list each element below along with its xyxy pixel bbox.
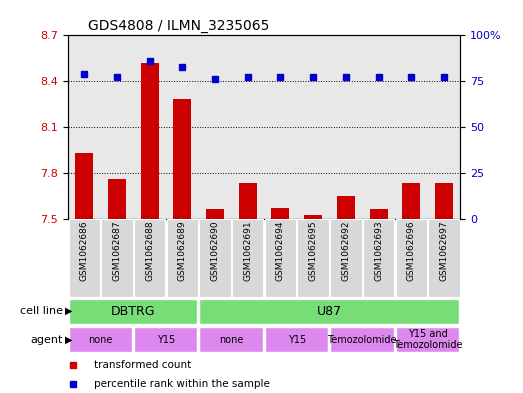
Bar [239, 184, 257, 219]
Bar [108, 179, 126, 219]
Bar [167, 219, 198, 297]
Text: GSM1062696: GSM1062696 [407, 221, 416, 281]
Bar [298, 219, 329, 297]
Text: percentile rank within the sample: percentile rank within the sample [94, 378, 270, 389]
Bar [370, 209, 388, 219]
Text: GSM1062686: GSM1062686 [80, 221, 89, 281]
Text: none: none [88, 334, 113, 345]
Text: GSM1062694: GSM1062694 [276, 221, 285, 281]
Text: GDS4808 / ILMN_3235065: GDS4808 / ILMN_3235065 [88, 19, 269, 33]
Bar [199, 327, 263, 352]
Text: transformed count: transformed count [94, 360, 191, 370]
Text: GSM1062692: GSM1062692 [342, 221, 350, 281]
Bar [304, 215, 322, 219]
Bar [271, 208, 289, 219]
Bar [141, 63, 158, 219]
Bar [330, 219, 361, 297]
Bar [395, 327, 459, 352]
Text: agent: agent [30, 334, 63, 345]
Bar [69, 299, 198, 324]
Bar [435, 184, 453, 219]
Text: Y15: Y15 [288, 334, 306, 345]
Text: GSM1062690: GSM1062690 [211, 221, 220, 281]
Bar [199, 299, 459, 324]
Bar [134, 327, 198, 352]
Bar [265, 327, 328, 352]
Text: DBTRG: DBTRG [111, 305, 156, 318]
Bar [134, 219, 165, 297]
Text: Y15 and
Temozolomide: Y15 and Temozolomide [393, 329, 462, 350]
Text: cell line: cell line [20, 306, 63, 316]
Bar [69, 327, 132, 352]
Text: GSM1062687: GSM1062687 [112, 221, 121, 281]
Text: ▶: ▶ [65, 334, 73, 345]
Bar [428, 219, 460, 297]
Bar [69, 219, 100, 297]
Text: GSM1062693: GSM1062693 [374, 221, 383, 281]
Text: Temozolomide: Temozolomide [327, 334, 397, 345]
Bar [199, 219, 231, 297]
Bar [265, 219, 296, 297]
Bar [337, 196, 355, 219]
Text: GSM1062689: GSM1062689 [178, 221, 187, 281]
Text: GSM1062691: GSM1062691 [243, 221, 252, 281]
Text: GSM1062688: GSM1062688 [145, 221, 154, 281]
Bar [75, 153, 93, 219]
Bar [101, 219, 133, 297]
Text: ▶: ▶ [65, 306, 73, 316]
Bar [232, 219, 264, 297]
Bar [395, 219, 427, 297]
Text: none: none [219, 334, 244, 345]
Text: U87: U87 [317, 305, 342, 318]
Bar [330, 327, 393, 352]
Text: GSM1062695: GSM1062695 [309, 221, 317, 281]
Bar [206, 209, 224, 219]
Bar [402, 184, 420, 219]
Bar [363, 219, 394, 297]
Text: Y15: Y15 [157, 334, 175, 345]
Text: GSM1062697: GSM1062697 [439, 221, 448, 281]
Bar [174, 99, 191, 219]
